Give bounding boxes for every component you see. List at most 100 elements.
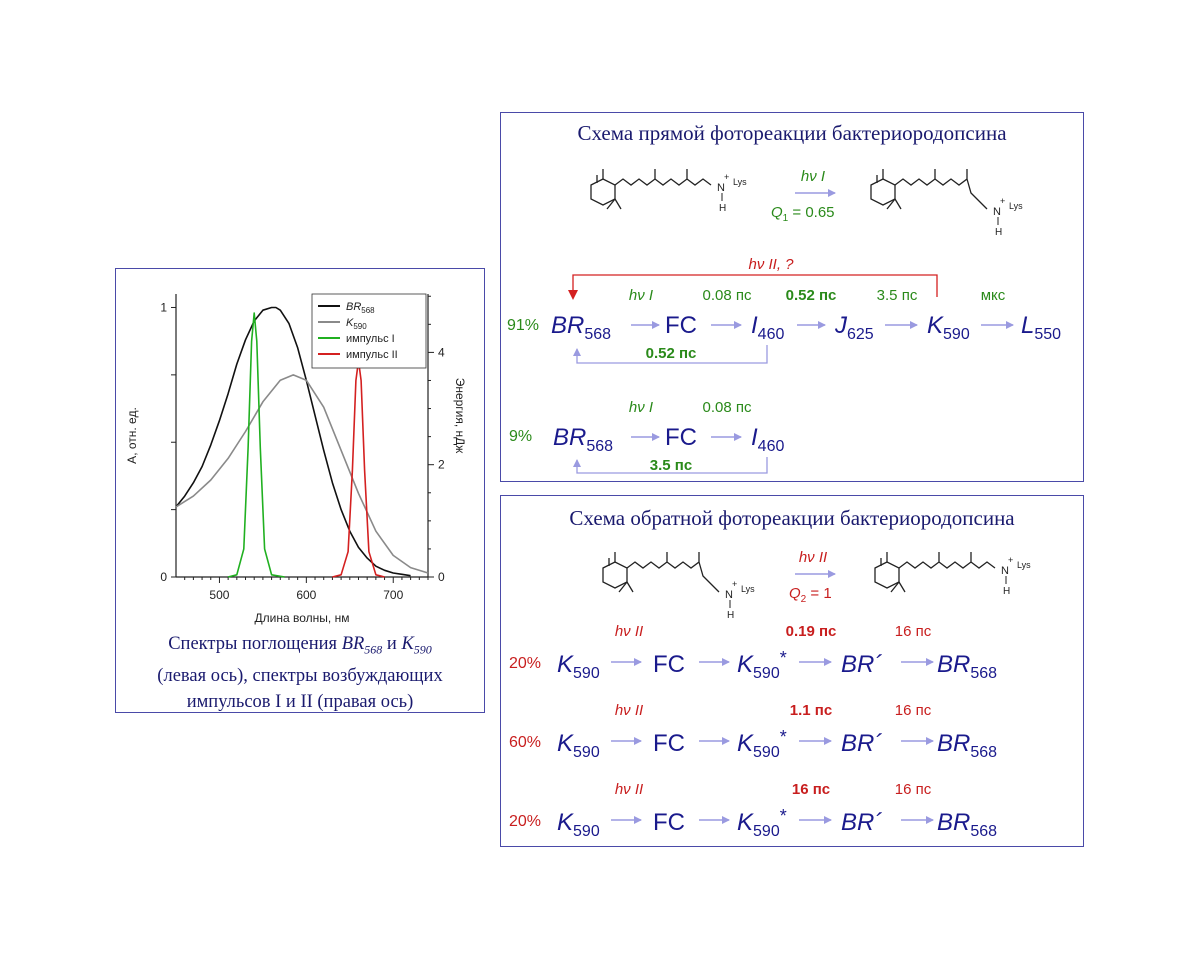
chart-legend: BR568 K590 импульс I импульс II (311, 293, 427, 369)
reverse-mol1-plus: + (732, 579, 737, 589)
reverse-title: Схема обратной фотореакции бактериородоп… (569, 506, 1015, 530)
forward-quantum-yield: Q1 = 0.65 (771, 204, 835, 224)
reverse-row-hv: hν II (615, 702, 643, 719)
reverse-all-trans-structure: N + Lys H (874, 552, 1031, 597)
series-line-3 (227, 312, 285, 578)
y-tick-label-left: 1 (160, 300, 167, 314)
row1-return-bracket (573, 345, 768, 364)
reverse-row-br568: BR568 (937, 730, 997, 761)
reverse-row-k590-star: K590* (737, 727, 787, 761)
y-tick-label-right: 2 (438, 458, 445, 472)
reverse-mol2-plus: + (1008, 555, 1013, 565)
row1-j625: J625 (834, 312, 874, 343)
forward-mol2-h: H (995, 227, 1002, 238)
reverse-row-hv: hν II (615, 781, 643, 798)
reverse-row-slow-time: 16 пс (895, 702, 932, 719)
row1-t2: 0.52 пс (786, 287, 837, 304)
forward-mol1-plus: + (724, 172, 729, 182)
forward-mol2-lys: Lys (1009, 201, 1023, 211)
row2-percent: 9% (509, 428, 532, 445)
forward-mol1-n: N (717, 182, 725, 194)
reverse-row-slow-time: 16 пс (895, 781, 932, 798)
legend-label-3: импульс I (346, 333, 395, 345)
reverse-13-cis-structure: N + Lys H (602, 552, 755, 621)
reverse-row-k590: K590 (557, 651, 600, 682)
row2-t1: 0.08 пс (703, 399, 752, 416)
row1-hv: hν I (629, 287, 653, 304)
row1-l550: L550 (1021, 312, 1061, 343)
forward-scheme-panel: Схема прямой фотореакции бактериородопси… (500, 112, 1084, 482)
x-axis-label: Длина волны, нм (255, 611, 350, 625)
forward-hv-label: hν I (801, 168, 825, 185)
reverse-mol1-h: H (727, 610, 734, 621)
reverse-row-2: hν II 1.1 пс 16 пс 60% K590 FC K590* BR´ BR568 (509, 702, 997, 761)
all-trans-retinal-structure: N + Lys H (590, 169, 747, 214)
x-tick-label: 600 (296, 588, 316, 602)
reverse-row-fast-time: 1.1 пс (790, 702, 832, 719)
reverse-mol1-n: N (725, 589, 733, 601)
caption-k-sub: 590 (413, 642, 432, 657)
series-line-1 (175, 306, 411, 577)
reverse-row-k590-star: K590* (737, 648, 787, 682)
reverse-row-fc: FC (653, 651, 685, 678)
row1-i460: I460 (751, 312, 784, 343)
y-tick-label-left: 0 (160, 570, 167, 584)
row2-hv: hν I (629, 399, 653, 416)
reverse-row-slow-time: 16 пс (895, 623, 932, 640)
y-axis-label-right: Энергия, нДж (453, 378, 467, 454)
legend-label-2: K590 (346, 317, 367, 331)
legend-label-4: импульс II (346, 349, 398, 361)
reverse-row-3: hν II 16 пс 16 пс 20% K590 FC K590* BR´ BR568 (509, 781, 997, 840)
reverse-row-fast-time: 16 пс (792, 781, 830, 798)
caption-k: K (401, 634, 414, 654)
caption-and: и (382, 634, 402, 654)
row2-br568: BR568 (553, 424, 613, 455)
legend-label-1: BR568 (346, 301, 375, 315)
spectra-chart: 500 600 700 0 1 0 2 4 Длина волны, нм А, отн. ед.… (125, 293, 467, 625)
x-tick-label: 700 (383, 588, 403, 602)
reverse-row-br-prime: BR´ (841, 651, 882, 678)
series-line-2 (175, 374, 429, 574)
caption-br: BR (341, 634, 365, 654)
row2-fc: FC (665, 424, 697, 451)
reverse-row-br-prime: BR´ (841, 809, 882, 836)
row1-t1: 0.08 пс (703, 287, 752, 304)
forward-title: Схема прямой фотореакции бактериородопси… (577, 121, 1007, 145)
row2-return-bracket (573, 457, 768, 474)
row1-br568: BR568 (551, 312, 611, 343)
forward-back-label: hν II, ? (748, 256, 794, 273)
reverse-row-br568: BR568 (937, 809, 997, 840)
row1-t3: 3.5 пс (877, 287, 918, 304)
13-cis-retinal-structure: N + Lys H (870, 169, 1023, 238)
spectra-panel: 500 600 700 0 1 0 2 4 Длина волны, нм А, отн. ед.… (115, 268, 485, 713)
caption-text-2: (левая ось), спектры возбуждающих (157, 665, 443, 686)
row1-percent: 91% (507, 317, 539, 334)
reverse-mol2-n: N (1001, 565, 1009, 577)
caption-text-3: импульсов I и II (правая ось) (186, 691, 414, 712)
forward-scheme: N + Lys H N + Lys H hν I Q1 = 0.65 hν II… (507, 168, 1061, 474)
forward-mol1-h: H (719, 203, 726, 214)
caption-text-1: Спектры поглощения (168, 634, 342, 654)
row1-t4: мкс (981, 287, 1006, 304)
row1-fc: FC (665, 312, 697, 339)
back-reaction-bracket (568, 274, 938, 300)
y-tick-label-right: 0 (438, 570, 445, 584)
x-tick-label: 500 (209, 588, 229, 602)
reverse-row-k590: K590 (557, 730, 600, 761)
reverse-scheme: N + Lys H N + Lys H hν II Q2 = 1 hν II 0.… (509, 549, 1031, 840)
reverse-row-fc: FC (653, 730, 685, 757)
reverse-row-br-prime: BR´ (841, 730, 882, 757)
reverse-mol2-h: H (1003, 586, 1010, 597)
row1-return-time: 0.52 пс (646, 345, 697, 362)
caption-br-sub: 568 (364, 642, 383, 657)
row2-i460: I460 (751, 424, 784, 455)
forward-mol2-n: N (993, 206, 1001, 218)
reverse-row-percent: 20% (509, 813, 541, 830)
reverse-row-hv: hν II (615, 623, 643, 640)
reverse-mol2-lys: Lys (1017, 560, 1031, 570)
reverse-hv-label: hν II (799, 549, 827, 566)
reverse-row-k590: K590 (557, 809, 600, 840)
reverse-row-percent: 60% (509, 734, 541, 751)
reverse-mol1-lys: Lys (741, 584, 755, 594)
reverse-row-1: hν II 0.19 пс 16 пс 20% K590 FC K590* BR´ BR568 (509, 623, 997, 682)
